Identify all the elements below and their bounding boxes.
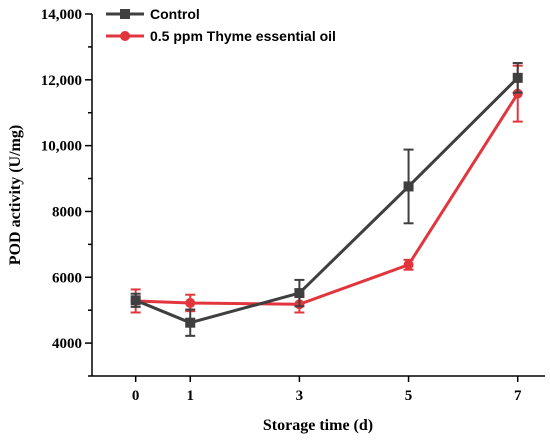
- data-point: [185, 297, 196, 308]
- y-tick-label: 6000: [52, 270, 82, 286]
- legend-item: Control: [106, 6, 200, 22]
- y-tick-label: 10,000: [41, 139, 82, 155]
- series-line: [135, 76, 519, 325]
- x-tick-label: 5: [405, 388, 413, 404]
- legend-label: 0.5 ppm Thyme essential oil: [150, 28, 336, 44]
- x-tick-label: 7: [514, 388, 522, 404]
- y-tick-label: 12,000: [41, 73, 82, 89]
- series-0: [130, 62, 523, 337]
- legend-marker: [120, 31, 130, 41]
- data-point: [403, 181, 414, 192]
- y-tick-label: 14,000: [41, 7, 82, 23]
- y-tick-label: 4000: [52, 336, 82, 352]
- data-point: [403, 259, 414, 270]
- axes: [91, 14, 545, 377]
- y-ticks: 4000 6000 8000 10,000 12,000 14,000: [41, 7, 92, 377]
- x-tick-label: 1: [186, 388, 194, 404]
- legend-label: Control: [150, 6, 200, 22]
- data-point: [130, 295, 141, 306]
- y-tick-label: 8000: [52, 204, 82, 220]
- x-tick-label: 0: [132, 388, 140, 404]
- x-tick-label: 3: [296, 388, 304, 404]
- data-point: [294, 288, 305, 299]
- data-point: [185, 317, 196, 328]
- x-ticks: 0 1 3 5 7: [132, 376, 522, 404]
- legend-item: 0.5 ppm Thyme essential oil: [106, 28, 336, 44]
- y-axis-title: POD activity (U/mg): [7, 125, 24, 265]
- series-layer: [130, 62, 523, 337]
- legend-marker: [120, 9, 130, 19]
- x-axis-title: Storage time (d): [263, 417, 373, 434]
- series-1: [130, 64, 523, 314]
- data-point: [512, 72, 523, 83]
- series-line: [135, 92, 519, 306]
- legend: Control 0.5 ppm Thyme essential oil: [106, 6, 336, 44]
